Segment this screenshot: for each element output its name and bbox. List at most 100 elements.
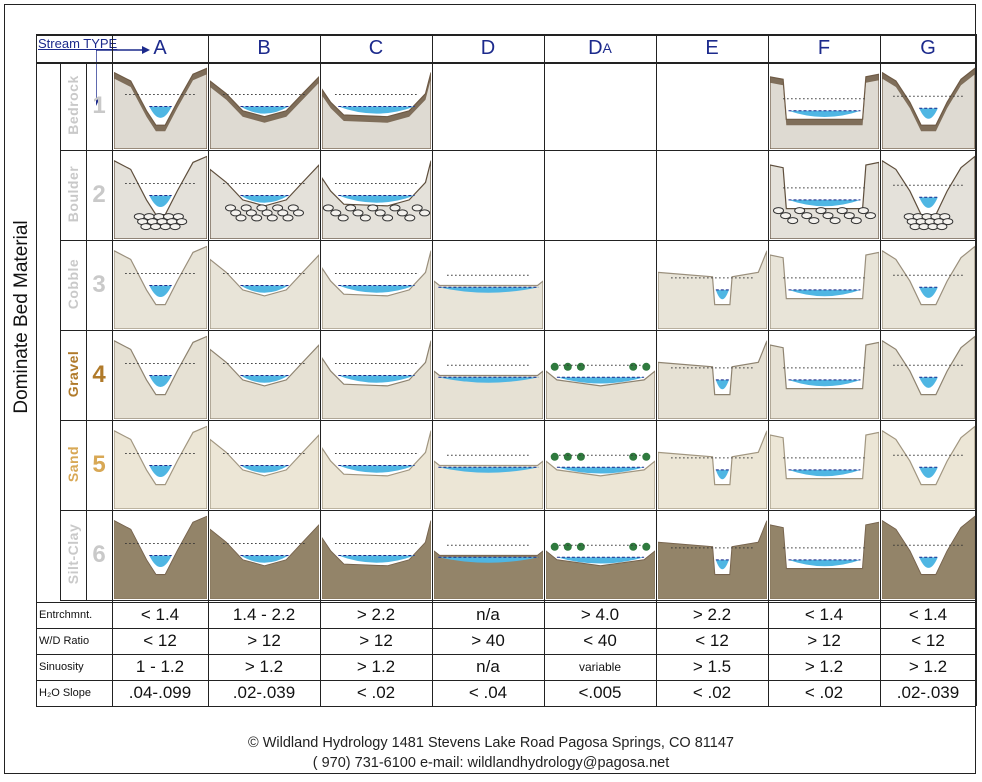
stream-type-letter: D [480, 36, 496, 59]
param-value-4-6: < .02 [692, 682, 732, 702]
param-value-4-4: < .04 [468, 682, 508, 702]
cross-section-a-3 [114, 245, 207, 329]
param-value-3-2: > 1.2 [244, 656, 284, 676]
cross-section-b-1 [210, 75, 319, 149]
stream-type-letter: G [920, 36, 936, 59]
stream-type-letter: A [153, 36, 167, 59]
cross-section-d-4 [434, 364, 543, 419]
param-value-3-1: 1 - 1.2 [135, 656, 185, 676]
param-value-1-7: < 1.4 [804, 604, 844, 624]
param-value-2-5: < 40 [583, 630, 617, 650]
param-value-4-2: .02-.039 [232, 682, 296, 702]
param-value-3-8: > 1.2 [908, 656, 948, 676]
cross-section-c-1 [322, 72, 431, 149]
column-divider [976, 34, 978, 706]
stream-type-letter: B [257, 36, 271, 59]
cross-section-g-6 [882, 515, 975, 599]
param-row-divider [36, 602, 976, 604]
param-value-1-1: < 1.4 [140, 604, 180, 624]
param-value-1-5: > 4.0 [580, 604, 620, 624]
cross-section-f-2 [770, 161, 879, 239]
param-value-1-8: < 1.4 [908, 604, 948, 624]
row-divider [60, 420, 976, 422]
param-value-2-7: > 12 [807, 630, 841, 650]
param-value-2-8: < 12 [911, 630, 945, 650]
stream-type-b-header: B [208, 34, 320, 62]
cross-section-da-6 [546, 542, 655, 599]
column-divider [544, 34, 546, 706]
column-divider [208, 34, 210, 706]
cross-section-e-6 [658, 520, 767, 599]
stream-type-d-header: D [432, 34, 544, 62]
param-value-3-5: variable [578, 659, 622, 674]
row-divider [60, 600, 976, 602]
param-value-4-7: < .02 [804, 682, 844, 702]
param-value-4-3: < .02 [356, 682, 396, 702]
param-label-2: W/D Ratio [39, 634, 90, 647]
cross-section-a-1 [114, 67, 207, 149]
param-row-divider [36, 654, 976, 656]
cross-section-d-3 [434, 274, 543, 329]
cross-section-f-6 [770, 521, 879, 599]
material-number-3: 3 [92, 271, 106, 298]
material-number-5: 5 [92, 451, 106, 478]
cross-section-g-1 [882, 67, 975, 149]
footer-contact: ( 970) 731-6100 e-mail: wildlandhydrolog… [312, 755, 670, 771]
material-number-1: 1 [92, 92, 106, 119]
column-divider [432, 34, 434, 706]
cross-section-e-3 [658, 250, 767, 329]
cross-section-e-4 [658, 340, 767, 419]
cross-section-g-3 [882, 245, 975, 329]
stream-type-letter: F [817, 36, 831, 59]
cross-section-a-5 [114, 425, 207, 509]
cross-section-c-2 [322, 160, 431, 239]
cross-section-b-6 [210, 524, 319, 599]
cross-section-c-6 [322, 520, 431, 599]
param-value-2-1: < 12 [143, 630, 177, 650]
header-top-line [36, 34, 976, 36]
cross-section-g-4 [882, 335, 975, 419]
cross-section-b-5 [210, 434, 319, 509]
stream-type-g-header: G [880, 34, 976, 62]
row-divider [60, 150, 976, 152]
cross-section-c-4 [322, 340, 431, 419]
cross-section-g-2 [882, 155, 975, 239]
param-label-divider [112, 600, 114, 706]
cross-section-da-4 [546, 362, 655, 419]
cross-section-a-6 [114, 515, 207, 599]
param-value-1-4: n/a [476, 604, 500, 624]
cross-section-f-4 [770, 341, 879, 419]
param-value-2-4: > 40 [471, 630, 505, 650]
stream-type-letter: C [368, 36, 384, 59]
row-divider [60, 240, 976, 242]
param-row-divider [36, 680, 976, 682]
param-value-4-5: <.005 [578, 682, 622, 702]
param-value-3-6: > 1.5 [692, 656, 732, 676]
stream-type-f-header: F [768, 34, 880, 62]
left-border-line [36, 34, 38, 706]
footer-address: © Wildland Hydrology 1481 Stevens Lake R… [248, 735, 734, 751]
stream-type-a-header: A [112, 34, 208, 62]
stream-type-c-header: C [320, 34, 432, 62]
row-divider [60, 330, 976, 332]
cross-section-f-5 [770, 431, 879, 509]
stream-type-letter: D [588, 36, 603, 59]
param-value-3-7: > 1.2 [804, 656, 844, 676]
param-value-3-3: > 1.2 [356, 656, 396, 676]
cross-section-b-2 [210, 164, 319, 239]
param-row-divider [36, 628, 976, 630]
param-value-4-8: .02-.039 [896, 682, 960, 702]
stream-type-label: Stream TYPE [38, 36, 118, 51]
cross-section-g-5 [882, 425, 975, 509]
column-divider [768, 34, 770, 706]
column-divider [656, 34, 658, 706]
cross-section-a-2 [114, 155, 207, 239]
param-value-2-6: < 12 [695, 630, 729, 650]
cross-section-e-5 [658, 430, 767, 509]
cross-section-da-5 [546, 452, 655, 509]
cross-section-f-3 [770, 251, 879, 329]
param-value-1-2: 1.4 - 2.2 [232, 604, 296, 624]
row-divider [60, 62, 976, 64]
column-divider [112, 34, 114, 706]
param-row-divider [36, 706, 976, 708]
